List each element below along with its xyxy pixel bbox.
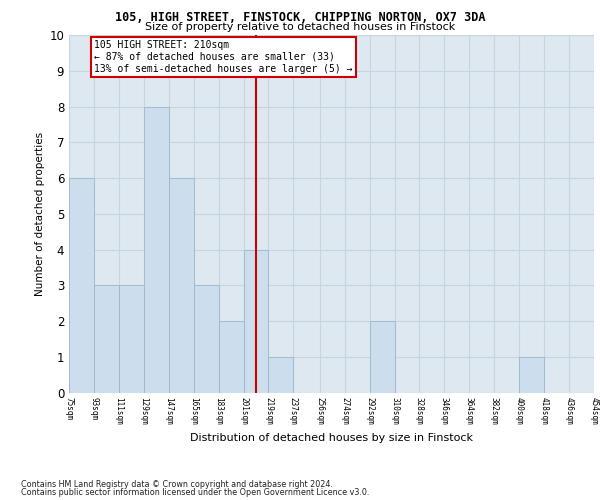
Bar — [94, 285, 119, 393]
Text: Size of property relative to detached houses in Finstock: Size of property relative to detached ho… — [145, 22, 455, 32]
Bar — [244, 250, 268, 392]
X-axis label: Distribution of detached houses by size in Finstock: Distribution of detached houses by size … — [190, 434, 473, 444]
Bar — [169, 178, 194, 392]
Bar — [194, 285, 218, 393]
Bar — [69, 178, 94, 392]
Text: Contains public sector information licensed under the Open Government Licence v3: Contains public sector information licen… — [21, 488, 370, 497]
Text: Contains HM Land Registry data © Crown copyright and database right 2024.: Contains HM Land Registry data © Crown c… — [21, 480, 333, 489]
Bar — [218, 321, 244, 392]
Bar — [268, 357, 293, 392]
Y-axis label: Number of detached properties: Number of detached properties — [35, 132, 45, 296]
Bar — [144, 106, 169, 393]
Bar — [519, 357, 544, 392]
Bar — [370, 321, 395, 392]
Text: 105 HIGH STREET: 210sqm
← 87% of detached houses are smaller (33)
13% of semi-de: 105 HIGH STREET: 210sqm ← 87% of detache… — [94, 40, 352, 74]
Bar — [119, 285, 144, 393]
Text: 105, HIGH STREET, FINSTOCK, CHIPPING NORTON, OX7 3DA: 105, HIGH STREET, FINSTOCK, CHIPPING NOR… — [115, 11, 485, 24]
